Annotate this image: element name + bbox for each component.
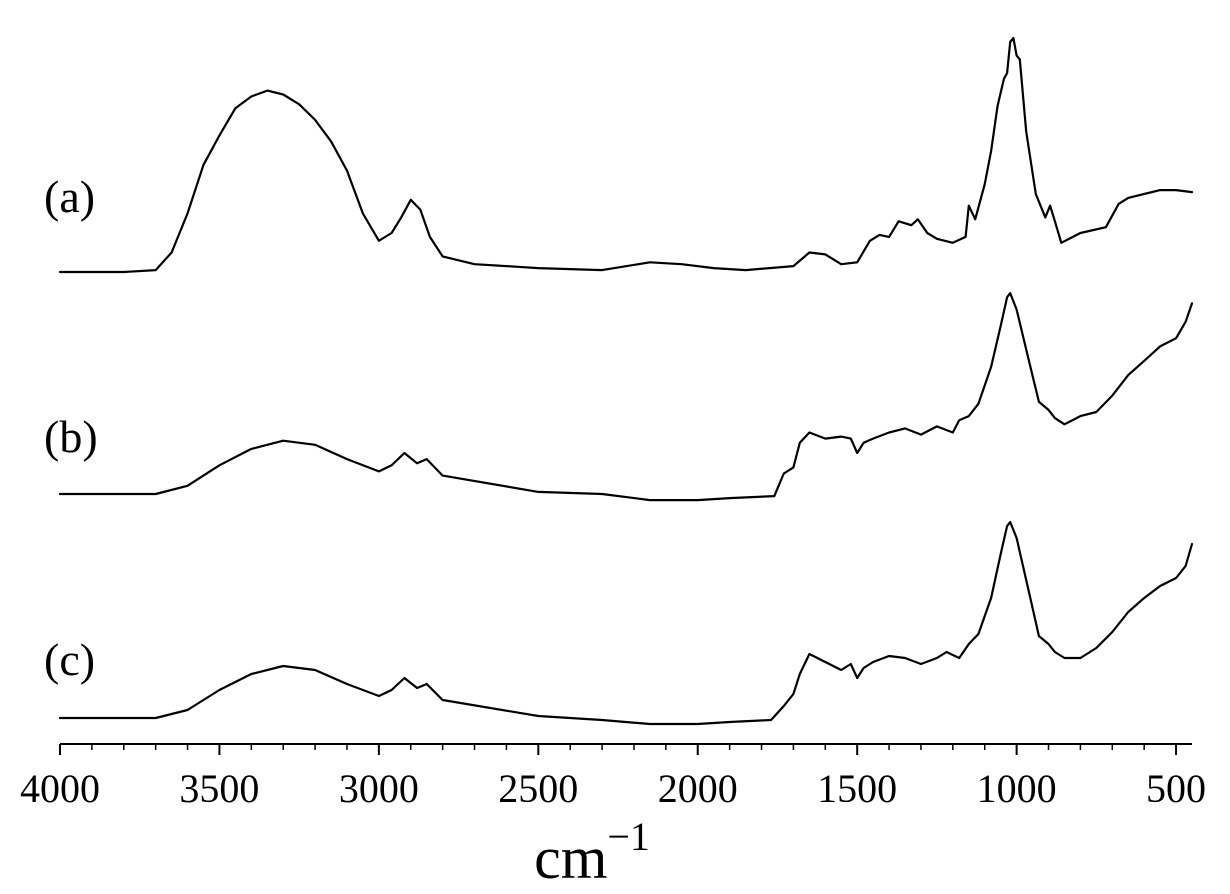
x-tick-label: 4000 xyxy=(20,766,100,811)
x-tick-label: 1500 xyxy=(817,766,897,811)
x-tick-label: 1000 xyxy=(977,766,1057,811)
spectrum-line-b xyxy=(58,292,1194,502)
series-labels: (a) (b) (c) xyxy=(44,171,98,685)
x-tick-label: 3000 xyxy=(339,766,419,811)
series-label-c: (c) xyxy=(44,634,95,685)
x-tick-label: 2500 xyxy=(498,766,578,811)
spectra-traces xyxy=(58,36,1194,726)
x-tick-label: 500 xyxy=(1146,766,1206,811)
x-axis: 4000 3500 3000 2500 2000 1500 1000 500 xyxy=(20,743,1206,811)
x-axis-title-unit: cm xyxy=(534,825,607,891)
series-label-b: (b) xyxy=(44,411,98,462)
x-axis-title: cm−1 xyxy=(534,814,650,891)
x-tick-label: 3500 xyxy=(179,766,259,811)
series-label-a: (a) xyxy=(44,171,95,222)
x-tick-label: 2000 xyxy=(658,766,738,811)
spectrum-line-a xyxy=(58,36,1194,274)
spectrum-line-c xyxy=(58,520,1194,726)
x-axis-title-exponent: −1 xyxy=(607,814,650,859)
